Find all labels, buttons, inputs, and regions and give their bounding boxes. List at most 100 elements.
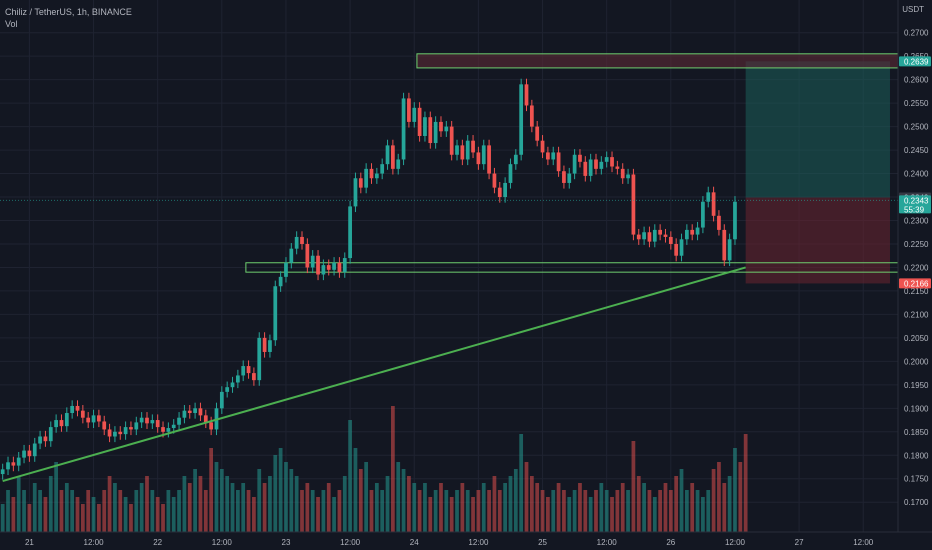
volume-bar — [711, 469, 716, 532]
candle-body — [278, 276, 283, 287]
x-tick-label: 12:00 — [340, 538, 361, 547]
volume-bar — [562, 490, 566, 532]
y-tick-label: 0.2150 — [904, 287, 929, 296]
candle-body — [171, 424, 176, 429]
volume-bar — [273, 455, 278, 532]
y-tick-label: 0.1950 — [904, 381, 929, 390]
volume-bar — [123, 497, 128, 532]
y-tick-label: 0.2600 — [904, 76, 929, 85]
volume-bar — [604, 490, 609, 532]
y-tick-label: 0.2300 — [904, 217, 929, 226]
candle-body — [690, 229, 695, 235]
volume-indicator-label[interactable]: Vol — [5, 19, 18, 29]
volume-bar — [145, 476, 149, 532]
candle-body — [97, 415, 101, 422]
candle-body — [433, 121, 438, 144]
volume-bar — [497, 490, 502, 532]
x-tick-label: 12:00 — [725, 538, 746, 547]
x-tick-label: 21 — [25, 538, 34, 547]
volume-bar — [690, 483, 695, 532]
volume-bar — [0, 504, 5, 532]
volume-bar — [439, 483, 443, 532]
candle-body — [647, 232, 652, 242]
volume-bar — [348, 420, 352, 532]
volume-bar — [198, 476, 203, 532]
candle-body — [118, 431, 123, 435]
candle-body — [268, 340, 272, 352]
volume-bar — [59, 490, 64, 532]
candle-body — [674, 243, 679, 256]
candle-body — [439, 121, 443, 132]
candle-body — [636, 234, 641, 240]
y-tick-label: 0.2000 — [904, 357, 929, 366]
candle-body — [182, 410, 187, 418]
volume-bar — [11, 497, 16, 532]
candle-body — [316, 255, 320, 275]
y-tick-label: 0.2550 — [904, 99, 929, 108]
candle-body — [48, 427, 53, 442]
volume-bar — [642, 483, 646, 532]
candle-body — [305, 243, 310, 268]
volume-bar — [674, 476, 679, 532]
volume-bar — [487, 490, 491, 532]
candle-body — [193, 408, 197, 414]
volume-bar — [289, 469, 294, 532]
volume-bar — [412, 483, 417, 532]
volume-bar — [321, 490, 326, 532]
candle-body — [551, 152, 556, 160]
volume-bar — [701, 497, 705, 532]
volume-bar — [492, 476, 497, 532]
candle-body — [54, 420, 58, 428]
candle-body — [262, 337, 267, 352]
volume-bar — [364, 462, 369, 532]
candle-body — [497, 187, 502, 198]
volume-bar — [380, 490, 385, 532]
volume-bar — [449, 497, 454, 532]
volume-bar — [193, 469, 197, 532]
price-label-badge — [899, 195, 931, 214]
volume-bar — [342, 476, 347, 532]
candle-body — [588, 159, 593, 176]
candle-body — [337, 262, 342, 273]
candle-body — [22, 450, 26, 458]
volume-bar — [305, 483, 310, 532]
candle-body — [358, 178, 363, 188]
volume-bar — [433, 490, 438, 532]
volume-bar — [423, 483, 427, 532]
candle-body — [209, 422, 214, 430]
candle-body — [658, 229, 663, 235]
volume-bar — [262, 483, 267, 532]
candle-body — [364, 168, 369, 188]
candle-body — [230, 382, 235, 388]
volume-bar — [182, 476, 187, 532]
y-tick-label: 0.2250 — [904, 240, 929, 249]
y-tick-label: 0.2400 — [904, 170, 929, 179]
x-tick-label: 12:00 — [597, 538, 618, 547]
volume-bar — [235, 490, 240, 532]
volume-bar — [374, 483, 379, 532]
candle-body — [16, 457, 21, 466]
volume-bar — [225, 476, 230, 532]
candle-body — [241, 366, 246, 376]
volume-bar — [465, 490, 470, 532]
symbol-title[interactable]: Chiliz / TetherUS, 1h, BINANCE — [5, 7, 132, 17]
candle-body — [11, 462, 16, 466]
volume-bar — [278, 448, 283, 532]
volume-bar — [337, 490, 342, 532]
volume-bar — [22, 490, 26, 532]
candle-body — [652, 229, 657, 242]
volume-bar — [444, 490, 449, 532]
volume-bar — [332, 497, 336, 532]
candle-body — [668, 236, 673, 244]
candle-body — [246, 366, 251, 374]
candle-body — [369, 168, 374, 179]
volume-bar — [80, 504, 85, 532]
candle-body — [225, 387, 230, 392]
price-label-badge — [899, 278, 931, 289]
volume-bar — [524, 462, 529, 532]
candle-body — [599, 161, 604, 169]
volume-bar — [102, 490, 107, 532]
candle-body — [631, 174, 636, 235]
volume-bar — [107, 476, 112, 532]
